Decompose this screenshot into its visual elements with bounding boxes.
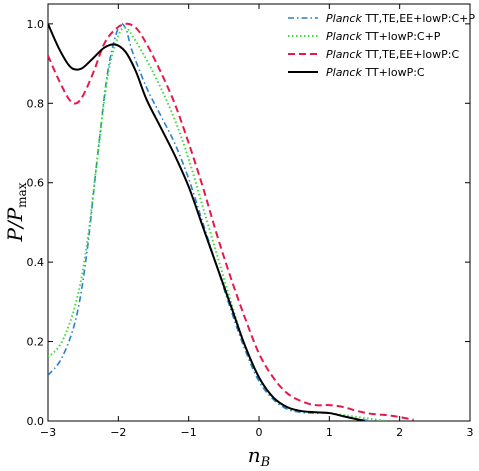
svg-text:P/Pmax: P/Pmax xyxy=(3,182,29,242)
x-tick-label: 2 xyxy=(396,426,403,439)
tick-labels: −3 −2 −1 0 1 2 3 0.0 0.2 0.4 0.6 0.8 1.0 xyxy=(27,18,474,439)
legend-label-3: Planck TT,TE,EE+lowP:C xyxy=(326,48,459,61)
y-axis-title: P/Pmax xyxy=(3,182,29,242)
legend-label-1: Planck TT,TE,EE+lowP:C+P xyxy=(326,12,475,25)
x-tick-label: 1 xyxy=(326,426,333,439)
series-line-4 xyxy=(48,23,365,421)
x-tick-label: −3 xyxy=(40,426,56,439)
legend-label-2: Planck TT+lowP:C+P xyxy=(326,30,441,43)
series-line-2 xyxy=(48,26,386,421)
x-tick-label: −2 xyxy=(110,426,126,439)
y-tick-label: 1.0 xyxy=(27,18,45,31)
x-tick-label: 0 xyxy=(256,426,263,439)
y-tick-label: 0.8 xyxy=(27,97,45,110)
x-tick-label: 3 xyxy=(467,426,474,439)
y-tick-label: 0.4 xyxy=(27,256,45,269)
series-lines xyxy=(48,22,414,421)
series-line-1 xyxy=(48,22,372,421)
y-tick-label: 0.2 xyxy=(27,336,45,349)
x-tick-label: −1 xyxy=(181,426,197,439)
series-line-3 xyxy=(48,22,414,421)
x-axis-title: nB xyxy=(248,443,270,470)
y-tick-label: 0.0 xyxy=(27,415,45,428)
y-tick-label: 0.6 xyxy=(27,177,45,190)
tick-marks xyxy=(47,4,471,422)
legend: Planck TT,TE,EE+lowP:C+P Planck TT+lowP:C… xyxy=(288,12,475,79)
legend-label-4: Planck TT+lowP:C xyxy=(326,66,425,79)
